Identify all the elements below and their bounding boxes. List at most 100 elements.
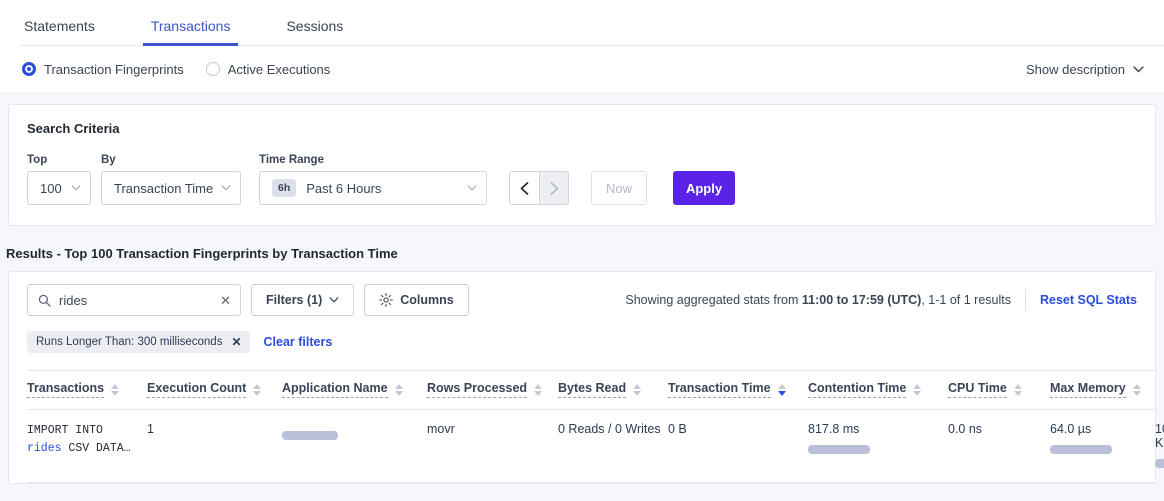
cell-contention-time: 0.0 ns <box>948 409 1050 483</box>
contention-time-value: 0.0 ns <box>948 422 983 436</box>
cell-bytes-read: 0 B <box>668 409 808 483</box>
search-icon <box>38 294 51 307</box>
show-description-toggle[interactable]: Show description <box>1026 62 1144 77</box>
col-cpu-time-label: CPU Time <box>948 381 1007 398</box>
col-contention-time-label: Contention Time <box>808 381 907 398</box>
time-range-select[interactable]: 6h Past 6 Hours <box>259 171 487 205</box>
sort-toggle[interactable] <box>913 383 922 396</box>
remove-filter-icon[interactable]: ✕ <box>231 335 242 349</box>
clear-filters-link[interactable]: Clear filters <box>263 335 333 349</box>
search-criteria-card: Search Criteria Top 100 By Transaction T… <box>8 104 1156 226</box>
radio-active-executions[interactable]: Active Executions <box>205 61 331 77</box>
col-execution-count-label: Execution Count <box>147 381 247 398</box>
chevron-down-icon <box>1133 65 1144 72</box>
col-bytes-read[interactable]: Bytes Read <box>558 370 668 410</box>
page-body: Search Criteria Top 100 By Transaction T… <box>0 104 1164 484</box>
sort-toggle[interactable] <box>1013 383 1022 396</box>
col-max-memory-label: Max Memory <box>1050 381 1126 398</box>
by-select[interactable]: Transaction Time <box>101 171 241 205</box>
time-next-button[interactable] <box>539 172 568 204</box>
chevron-down-icon <box>71 185 81 191</box>
now-button[interactable]: Now <box>591 171 647 205</box>
sort-toggle-active[interactable] <box>777 383 786 396</box>
col-rows-processed-label: Rows Processed <box>427 381 528 398</box>
sort-toggle[interactable] <box>394 383 403 396</box>
execution-count-bar <box>282 431 338 440</box>
tab-sessions[interactable]: Sessions <box>286 18 344 34</box>
columns-button[interactable]: Columns <box>364 284 469 316</box>
columns-label: Columns <box>400 293 454 307</box>
sort-toggle[interactable] <box>111 383 120 396</box>
sort-toggle[interactable] <box>253 383 262 396</box>
col-execution-count[interactable]: Execution Count <box>147 370 282 410</box>
tab-transactions[interactable]: Transactions <box>142 18 239 46</box>
col-transaction-time-label: Transaction Time <box>668 381 771 398</box>
col-cpu-time[interactable]: CPU Time <box>948 370 1050 410</box>
cell-execution-count: 1 <box>147 409 282 483</box>
sort-toggle[interactable] <box>1132 383 1141 396</box>
transaction-time-value: 817.8 ms <box>808 422 860 436</box>
col-transactions-label: Transactions <box>27 381 105 398</box>
search-criteria-fields: Top 100 By Transaction Time <box>27 154 1137 205</box>
top-value: 100 <box>40 180 62 196</box>
view-mode-row: Transaction Fingerprints Active Executio… <box>0 46 1164 92</box>
cell-transaction-time: 817.8 ms <box>808 409 948 483</box>
chevron-left-icon <box>520 181 529 195</box>
col-transactions[interactable]: Transactions <box>27 370 147 410</box>
top-select[interactable]: 100 <box>27 171 91 205</box>
radio-active-executions-label: Active Executions <box>227 61 331 77</box>
results-stats: Showing aggregated stats from 11:00 to 1… <box>625 289 1137 311</box>
sort-toggle[interactable] <box>534 383 543 396</box>
filters-button[interactable]: Filters (1) <box>251 284 355 316</box>
transaction-line-1: IMPORT INTO <box>27 424 103 437</box>
time-range-badge: 6h <box>272 179 297 197</box>
table-row[interactable]: IMPORT INTO rides CSV DATA… 1 movr 0 <box>27 409 1164 483</box>
primary-tabbar: Statements Transactions Sessions <box>0 0 1164 46</box>
transaction-fingerprint-link[interactable]: IMPORT INTO rides CSV DATA… <box>27 422 147 458</box>
by-field: By Transaction Time <box>101 154 241 205</box>
stats-text: Showing aggregated stats from 11:00 to 1… <box>625 293 1011 307</box>
radio-unselected-icon <box>205 62 220 76</box>
results-card: ✕ Filters (1) Columns Showing aggregated… <box>8 271 1164 484</box>
chevron-down-icon <box>467 185 477 191</box>
cell-application-name: movr <box>427 409 558 483</box>
application-name-value: movr <box>427 422 455 436</box>
filter-chip-label: Runs Longer Than: 300 milliseconds <box>36 336 223 348</box>
radio-transaction-fingerprints[interactable]: Transaction Fingerprints <box>22 62 184 77</box>
col-transaction-time[interactable]: Transaction Time <box>668 370 808 410</box>
tab-statements[interactable]: Statements <box>24 18 95 34</box>
col-max-memory[interactable]: Max Memory <box>1050 370 1155 410</box>
col-application-name[interactable]: Application Name <box>282 370 427 410</box>
chevron-down-icon <box>221 185 231 191</box>
transaction-line-2: CSV DATA… <box>61 441 131 455</box>
chevron-down-icon <box>329 297 339 303</box>
transactions-table: Transactions Execution Count Application… <box>27 370 1164 483</box>
max-memory-bar <box>1155 458 1164 468</box>
apply-button[interactable]: Apply <box>673 171 735 205</box>
filter-chip-runs-longer-than[interactable]: Runs Longer Than: 300 milliseconds ✕ <box>27 331 250 353</box>
col-application-name-label: Application Name <box>282 381 388 398</box>
col-contention-time[interactable]: Contention Time <box>808 370 948 410</box>
top-field: Top 100 <box>27 154 91 205</box>
search-input[interactable] <box>59 292 213 308</box>
time-prev-button[interactable] <box>510 172 539 204</box>
chevron-right-icon <box>550 181 558 195</box>
stats-prefix: Showing aggregated stats from <box>625 293 802 307</box>
cell-execution-count-bar <box>282 409 427 483</box>
sort-toggle[interactable] <box>633 383 642 396</box>
transaction-search-match: rides <box>27 441 62 455</box>
cell-rows-processed: 0 Reads / 0 Writes <box>558 409 668 483</box>
col-rows-processed[interactable]: Rows Processed <box>427 370 558 410</box>
top-label: Top <box>27 154 48 166</box>
stats-divider <box>1024 289 1026 311</box>
cpu-time-value: 64.0 µs <box>1050 422 1092 436</box>
search-box[interactable]: ✕ <box>27 284 241 316</box>
search-criteria-title: Search Criteria <box>27 121 120 136</box>
rows-processed-value: 0 Reads / 0 Writes <box>558 422 661 436</box>
results-toolbar: ✕ Filters (1) Columns Showing aggregated… <box>27 284 1137 316</box>
reset-sql-stats-link[interactable]: Reset SQL Stats <box>1039 293 1137 307</box>
transaction-time-bar <box>808 445 870 454</box>
clear-search-icon[interactable]: ✕ <box>220 292 231 308</box>
radio-selected-icon <box>22 62 36 76</box>
execution-count-value: 1 <box>147 422 154 436</box>
